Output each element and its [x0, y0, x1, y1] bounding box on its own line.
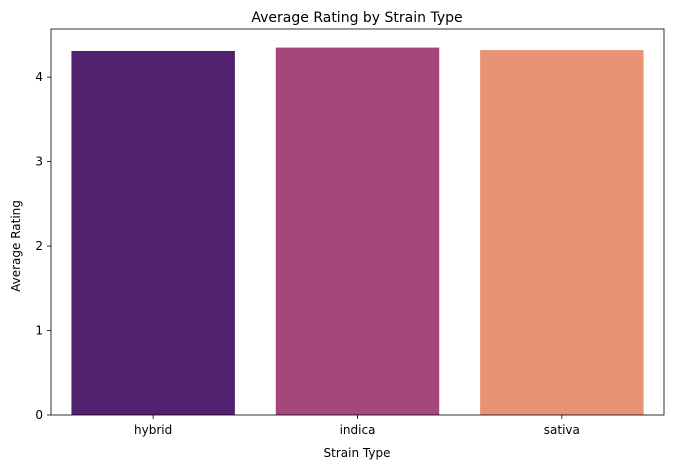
y-tick-label-3: 3: [35, 155, 43, 169]
x-tick-label-indica: indica: [340, 423, 376, 437]
y-tick-label-4: 4: [35, 70, 43, 84]
bar-sativa: [480, 50, 644, 416]
y-tick-label-1: 1: [35, 324, 43, 338]
plot-area: 0 1 2 3 4 hybrid indica sativa: [35, 28, 665, 437]
x-tick-label-hybrid: hybrid: [134, 423, 172, 437]
chart-title: Average Rating by Strain Type: [251, 10, 462, 26]
y-tick-label-2: 2: [35, 239, 43, 253]
y-axis-label: Average Rating: [9, 200, 23, 292]
bar-indica: [275, 47, 440, 415]
bar-hybrid: [71, 50, 235, 416]
y-tick-label-0: 0: [35, 408, 43, 422]
x-axis-label: Strain Type: [324, 446, 391, 460]
x-tick-label-sativa: sativa: [544, 423, 580, 437]
